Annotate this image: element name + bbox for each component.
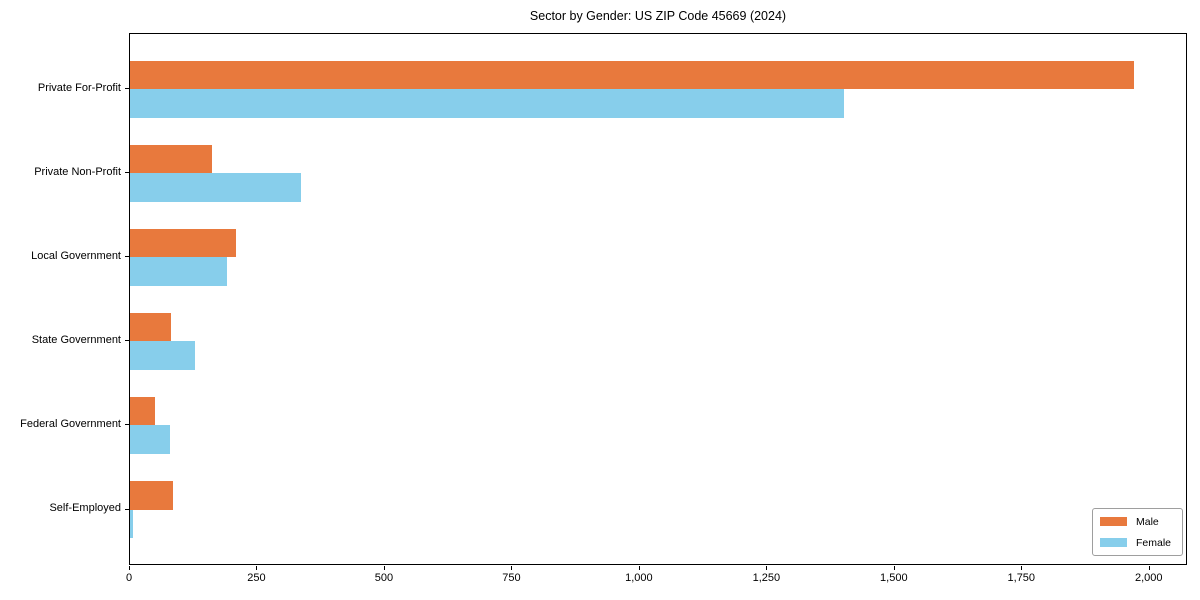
bar-female-private-non-profit bbox=[130, 173, 301, 202]
xtick-label-250: 250 bbox=[247, 572, 266, 584]
xtick-mark bbox=[383, 566, 385, 570]
legend-row-male: Male bbox=[1100, 513, 1176, 530]
legend-swatch-female bbox=[1100, 538, 1127, 547]
legend: Male Female bbox=[1092, 508, 1183, 556]
ytick-mark bbox=[125, 256, 129, 258]
legend-label-female: Female bbox=[1136, 536, 1172, 549]
ytick-label-private-for-profit: Private For-Profit bbox=[37, 81, 121, 94]
bar-female-local-government bbox=[130, 257, 227, 286]
ytick-label-state-government: State Government bbox=[31, 333, 121, 346]
xtick-mark bbox=[511, 566, 513, 570]
ytick-label-self-employed: Self-Employed bbox=[49, 502, 121, 514]
xtick-label-0: 0 bbox=[125, 572, 133, 584]
xtick-mark bbox=[766, 566, 768, 570]
xtick-label-500: 500 bbox=[374, 572, 394, 584]
xtick-label-1000: 1,000 bbox=[625, 572, 653, 584]
bar-female-private-for-profit bbox=[130, 89, 844, 118]
ytick-label-federal-government: Federal Government bbox=[20, 417, 121, 430]
bar-male-federal-government bbox=[130, 396, 156, 426]
legend-label-male: Male bbox=[1136, 515, 1159, 528]
ytick-mark bbox=[125, 508, 129, 510]
bar-female-self-employed bbox=[130, 509, 133, 538]
xtick-label-750: 750 bbox=[502, 572, 521, 584]
xtick-label-1750: 1,750 bbox=[1007, 572, 1036, 584]
ytick-mark bbox=[125, 172, 129, 174]
legend-swatch-male bbox=[1100, 517, 1127, 526]
bar-male-state-government bbox=[130, 312, 171, 342]
ytick-mark bbox=[125, 340, 129, 342]
xtick-mark bbox=[256, 566, 258, 570]
xtick-label-1250: 1,250 bbox=[752, 572, 781, 584]
ytick-mark bbox=[125, 88, 129, 89]
xtick-mark bbox=[893, 566, 895, 570]
ytick-label-private-non-profit: Private Non-Profit bbox=[34, 165, 121, 178]
bar-male-private-for-profit bbox=[130, 60, 1135, 89]
xtick-label-2000: 2,000 bbox=[1134, 572, 1163, 584]
bar-male-local-government bbox=[130, 228, 237, 258]
ytick-label-local-government: Local Government bbox=[31, 249, 121, 262]
bar-female-federal-government bbox=[130, 425, 170, 454]
xtick-mark bbox=[1148, 566, 1150, 570]
ytick-mark bbox=[125, 424, 129, 426]
legend-row-female: Female bbox=[1100, 534, 1176, 551]
bar-female-state-government bbox=[130, 341, 196, 370]
bar-male-self-employed bbox=[130, 481, 174, 510]
chart-title: Sector by Gender: US ZIP Code 45669 (202… bbox=[529, 9, 787, 23]
plot-area bbox=[129, 33, 1187, 565]
xtick-mark bbox=[1021, 566, 1023, 570]
xtick-label-1500: 1,500 bbox=[880, 572, 908, 584]
xtick-mark bbox=[638, 566, 640, 570]
bar-male-private-non-profit bbox=[130, 144, 212, 174]
xtick-mark bbox=[129, 566, 130, 570]
